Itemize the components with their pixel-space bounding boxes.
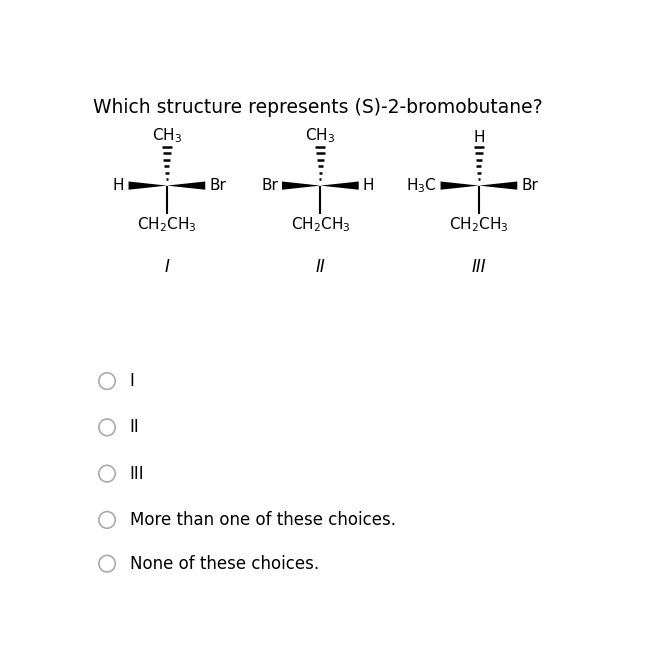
Text: Which structure represents (S)-2-bromobutane?: Which structure represents (S)-2-bromobu… [92,98,543,117]
Text: Br: Br [209,178,226,193]
Polygon shape [129,182,167,190]
Text: I: I [129,372,135,390]
Text: III: III [129,465,144,483]
Polygon shape [167,182,205,190]
Polygon shape [441,182,479,190]
Text: More than one of these choices.: More than one of these choices. [129,511,395,529]
Text: CH$_3$: CH$_3$ [152,126,182,145]
Text: Br: Br [261,178,278,193]
Polygon shape [320,182,359,190]
Text: Br: Br [521,178,539,193]
Text: III: III [472,258,486,276]
Text: CH$_2$CH$_3$: CH$_2$CH$_3$ [290,216,350,234]
Text: None of these choices.: None of these choices. [129,554,319,572]
Text: H: H [363,178,374,193]
Text: H$_3$C: H$_3$C [406,176,436,195]
Text: H: H [473,130,484,145]
Polygon shape [479,182,517,190]
Polygon shape [282,182,320,190]
Text: II: II [315,258,325,276]
Text: CH$_2$CH$_3$: CH$_2$CH$_3$ [137,216,197,234]
Text: II: II [129,418,139,436]
Text: CH$_3$: CH$_3$ [306,126,335,145]
Text: I: I [164,258,170,276]
Text: CH$_2$CH$_3$: CH$_2$CH$_3$ [449,216,509,234]
Text: H: H [113,178,125,193]
